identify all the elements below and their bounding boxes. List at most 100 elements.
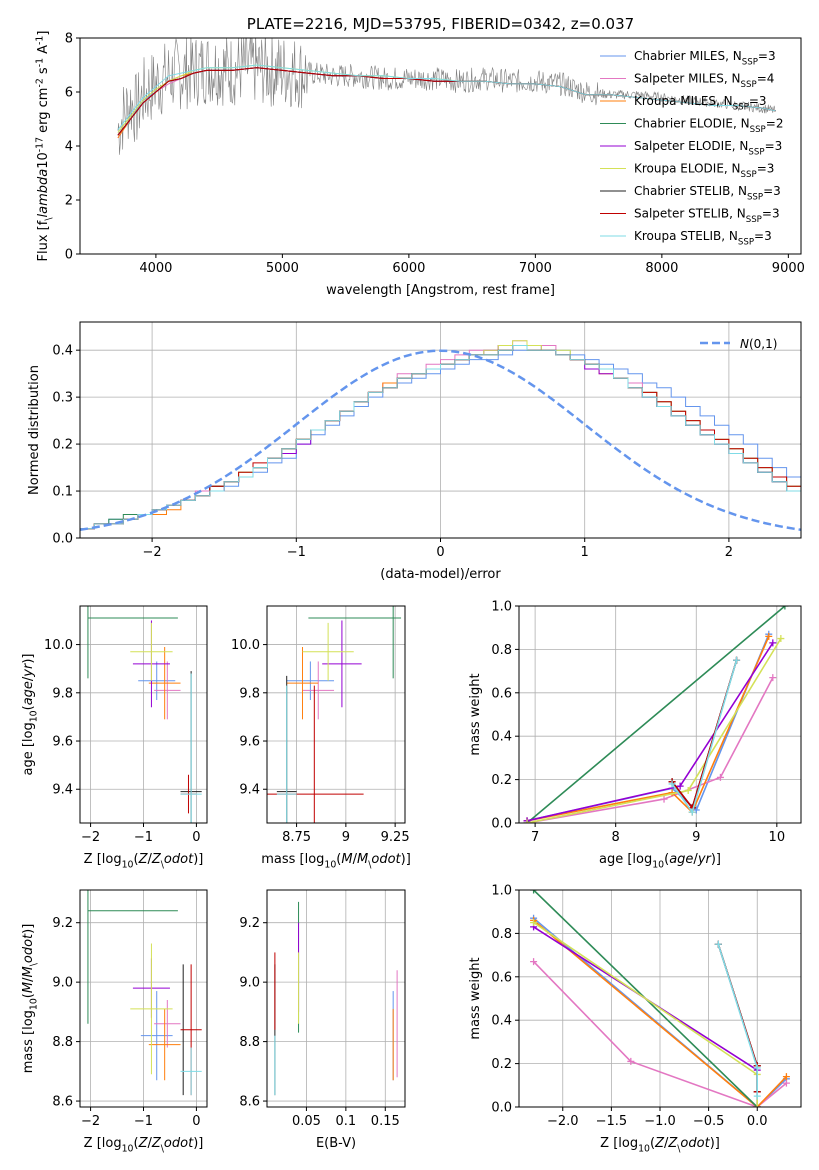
y-tick-label: 0.4: [491, 730, 512, 745]
x-tick-label: −2: [81, 830, 100, 845]
data-point-marker: [684, 786, 692, 794]
y-tick-label: 10.0: [44, 638, 73, 653]
y-tick-label: 8.6: [239, 1095, 260, 1110]
y-tick-label: 0.1: [52, 485, 73, 500]
y-tick-label: 9.0: [52, 976, 73, 991]
x-tick-label: 9: [342, 830, 350, 845]
axes-frame: [518, 605, 802, 824]
y-axis-label: Flux [f\lambda10-17 erg cm-2 s-1 A-1]: [35, 31, 55, 262]
y-tick-label: 0.8: [491, 643, 512, 658]
histogram-step: [80, 345, 801, 538]
x-tick-label: 0.0: [747, 1114, 768, 1129]
x-axis-label: E(B-V): [316, 1136, 356, 1151]
legend-label: N(0,1): [740, 337, 777, 351]
x-tick-label: 9.25: [381, 830, 410, 845]
legend-label: Salpeter MILES, NSSP=4: [634, 72, 774, 91]
x-tick-label: −1: [134, 830, 153, 845]
legend-label: Salpeter ELODIE, NSSP=3: [634, 139, 782, 158]
data-point-marker: [781, 606, 789, 610]
x-axis-label: wavelength [Angstrom, rest frame]: [326, 283, 555, 298]
x-tick-label: 6000: [392, 261, 425, 276]
y-axis-label: Normed distribution: [27, 365, 42, 495]
x-tick-label: 0.05: [292, 1114, 321, 1129]
plot-area: [530, 890, 790, 1107]
legend-label: Salpeter STELIB, NSSP=3: [634, 207, 780, 226]
data-point-marker: [765, 632, 773, 640]
chart-panel-6: −2 −1 0 8.6 8.8 9.0 9.2 Z [log10(Z/Z\odot)] mass…: [21, 889, 208, 1155]
plot-area: [80, 340, 801, 538]
x-tick-label: −1: [287, 545, 306, 560]
y-tick-label: 0.3: [52, 391, 73, 406]
legend-label: Kroupa STELIB, NSSP=3: [634, 229, 772, 248]
y-tick-label: 9.8: [52, 686, 73, 701]
x-tick-label: 0: [192, 1114, 200, 1129]
x-tick-label: 1: [581, 545, 589, 560]
y-axis-label: mass weight: [468, 957, 483, 1039]
y-tick-label: 0.8: [491, 927, 512, 942]
legend-label: Kroupa ELODIE, NSSP=3: [634, 162, 774, 181]
data-point-marker: [769, 639, 777, 647]
data-point-marker: [753, 1092, 761, 1100]
data-point-marker: [627, 1057, 635, 1065]
mass-weight-line: [533, 917, 787, 1107]
data-point-marker: [660, 795, 668, 803]
legend: Chabrier MILES, NSSP=3 Salpeter MILES, NS…: [600, 49, 783, 248]
plot-area: [523, 606, 789, 823]
data-point-marker: [530, 958, 538, 966]
y-tick-label: 9.0: [239, 976, 260, 991]
y-tick-label: 0.2: [491, 1057, 512, 1072]
y-tick-label: 9.6: [52, 735, 73, 750]
x-axis-label: Z [log10(Z/Z\odot)]: [84, 852, 204, 871]
x-axis-label: (data-model)/error: [380, 567, 501, 582]
y-tick-label: 9.4: [52, 783, 73, 798]
x-tick-label: 9: [692, 830, 700, 845]
data-point-marker: [716, 773, 724, 781]
y-tick-label: 6: [65, 86, 73, 101]
axes-frame: [266, 605, 406, 824]
mass-weight-line: [526, 636, 770, 822]
x-axis-label: age [log10(age/yr)]: [599, 852, 721, 871]
mass-weight-line: [526, 642, 774, 822]
plot-area: [117, 38, 776, 155]
chart-panel-2: N(0,1) −2 −1 0 1 2 0.0 0.1 0.2 0.3 0.4 (data-model)…: [27, 321, 802, 582]
x-tick-label: −1.5: [596, 1114, 628, 1129]
legend-label: Chabrier STELIB, NSSP=3: [634, 184, 781, 203]
x-tick-label: 5000: [266, 261, 299, 276]
plot-area: [87, 606, 202, 823]
chart-panel-4: 8.75 9 9.25 9.4 9.6 9.8 10.0 mass [log10(M/M\od…: [231, 605, 411, 871]
x-tick-label: −2: [81, 1114, 100, 1129]
data-point-marker: [530, 919, 538, 927]
data-point-marker: [769, 674, 777, 682]
data-point-marker: [782, 1079, 790, 1087]
axes-frame: [266, 889, 406, 1108]
x-tick-label: 0.1: [336, 1114, 357, 1129]
x-tick-label: 0: [192, 830, 200, 845]
chart-title: PLATE=2216, MJD=53795, FIBERID=0342, z=0…: [247, 15, 634, 33]
y-tick-label: 0.0: [491, 1101, 512, 1116]
y-tick-label: 10.0: [231, 638, 260, 653]
y-tick-label: 1.0: [491, 600, 512, 615]
x-axis-label: Z [log10(Z/Z\odot)]: [600, 1136, 720, 1155]
y-tick-label: 0.4: [52, 344, 73, 359]
data-point-marker: [530, 890, 538, 894]
data-spectrum-line: [117, 38, 776, 155]
legend-label: Chabrier ELODIE, NSSP=2: [634, 117, 783, 136]
y-axis-label: age [log10(age/yr)]: [21, 653, 40, 775]
plot-area: [267, 606, 402, 823]
data-point-marker: [733, 656, 741, 664]
y-tick-label: 9.6: [239, 735, 260, 750]
data-point-marker: [753, 1064, 761, 1072]
data-point-marker: [523, 819, 531, 823]
x-axis-label: mass [log10(M/M\odot)]: [261, 852, 411, 871]
mass-weight-line: [533, 961, 787, 1107]
x-tick-label: 9000: [772, 261, 805, 276]
x-tick-label: 2: [725, 545, 733, 560]
chart-panel-8: −2.0 −1.5 −1.0 −0.5 0.0 0.0 0.2 0.4 0.6 0.8 1.0 Z […: [468, 884, 802, 1155]
chart-panel-1: Chabrier MILES, NSSP=3 Salpeter MILES, NS…: [35, 15, 805, 298]
data-point-marker: [782, 1073, 790, 1081]
y-tick-label: 0.2: [52, 438, 73, 453]
x-axis-label: Z [log10(Z/Z\odot)]: [84, 1136, 204, 1155]
x-tick-label: −2.0: [547, 1114, 579, 1129]
y-tick-label: 0: [65, 248, 73, 263]
